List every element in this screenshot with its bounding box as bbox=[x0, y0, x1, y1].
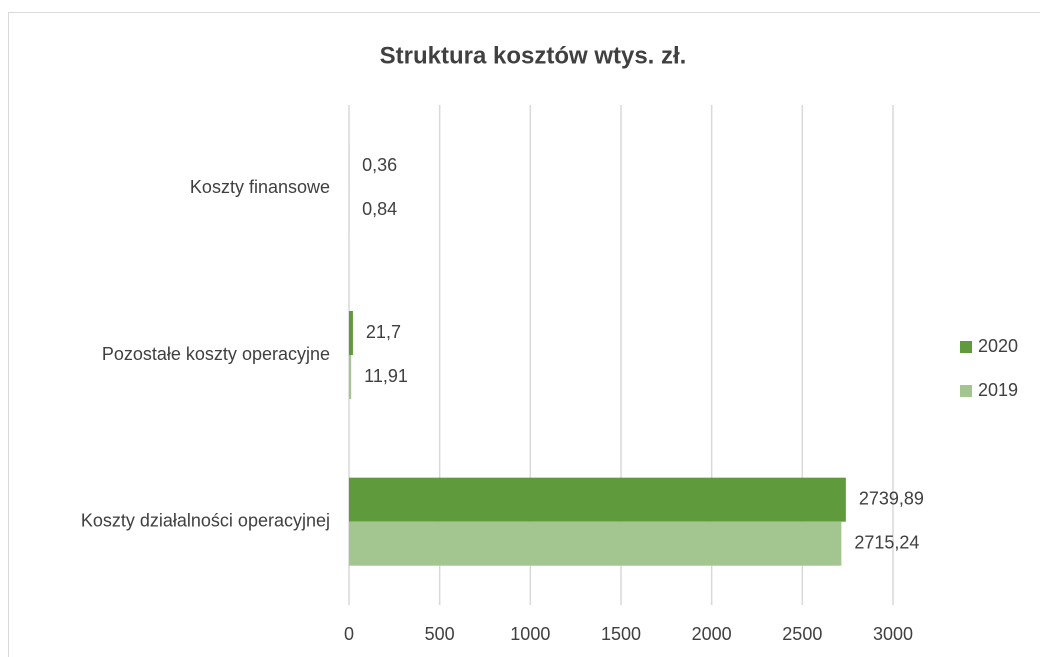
x-tick-label: 2500 bbox=[782, 624, 822, 644]
x-tick-label: 0 bbox=[344, 624, 354, 644]
bar bbox=[349, 477, 846, 522]
value-label: 2715,24 bbox=[854, 532, 919, 552]
x-tick-label: 500 bbox=[425, 624, 455, 644]
y-tick-label: Koszty działalności operacyjnej bbox=[81, 510, 330, 530]
bar bbox=[349, 521, 842, 566]
legend-swatch bbox=[960, 341, 972, 353]
bar bbox=[349, 311, 353, 355]
value-label: 11,91 bbox=[364, 366, 408, 386]
x-tick-label: 2000 bbox=[692, 624, 732, 644]
value-label: 21,7 bbox=[366, 322, 401, 342]
y-tick-label: Pozostałe koszty operacyjne bbox=[102, 344, 330, 364]
value-label: 2739,89 bbox=[859, 488, 924, 508]
legend-label: 2019 bbox=[978, 380, 1018, 400]
legend-swatch bbox=[960, 385, 972, 397]
value-label: 0,36 bbox=[362, 155, 397, 175]
x-tick-label: 3000 bbox=[873, 624, 913, 644]
x-tick-label: 1500 bbox=[601, 624, 641, 644]
bar bbox=[349, 355, 352, 399]
y-tick-label: Koszty finansowe bbox=[190, 177, 330, 197]
legend-label: 2020 bbox=[978, 336, 1018, 356]
x-tick-label: 1000 bbox=[510, 624, 550, 644]
value-label: 0,84 bbox=[362, 199, 397, 219]
chart-title: Struktura kosztów wtys. zł. bbox=[380, 42, 687, 69]
